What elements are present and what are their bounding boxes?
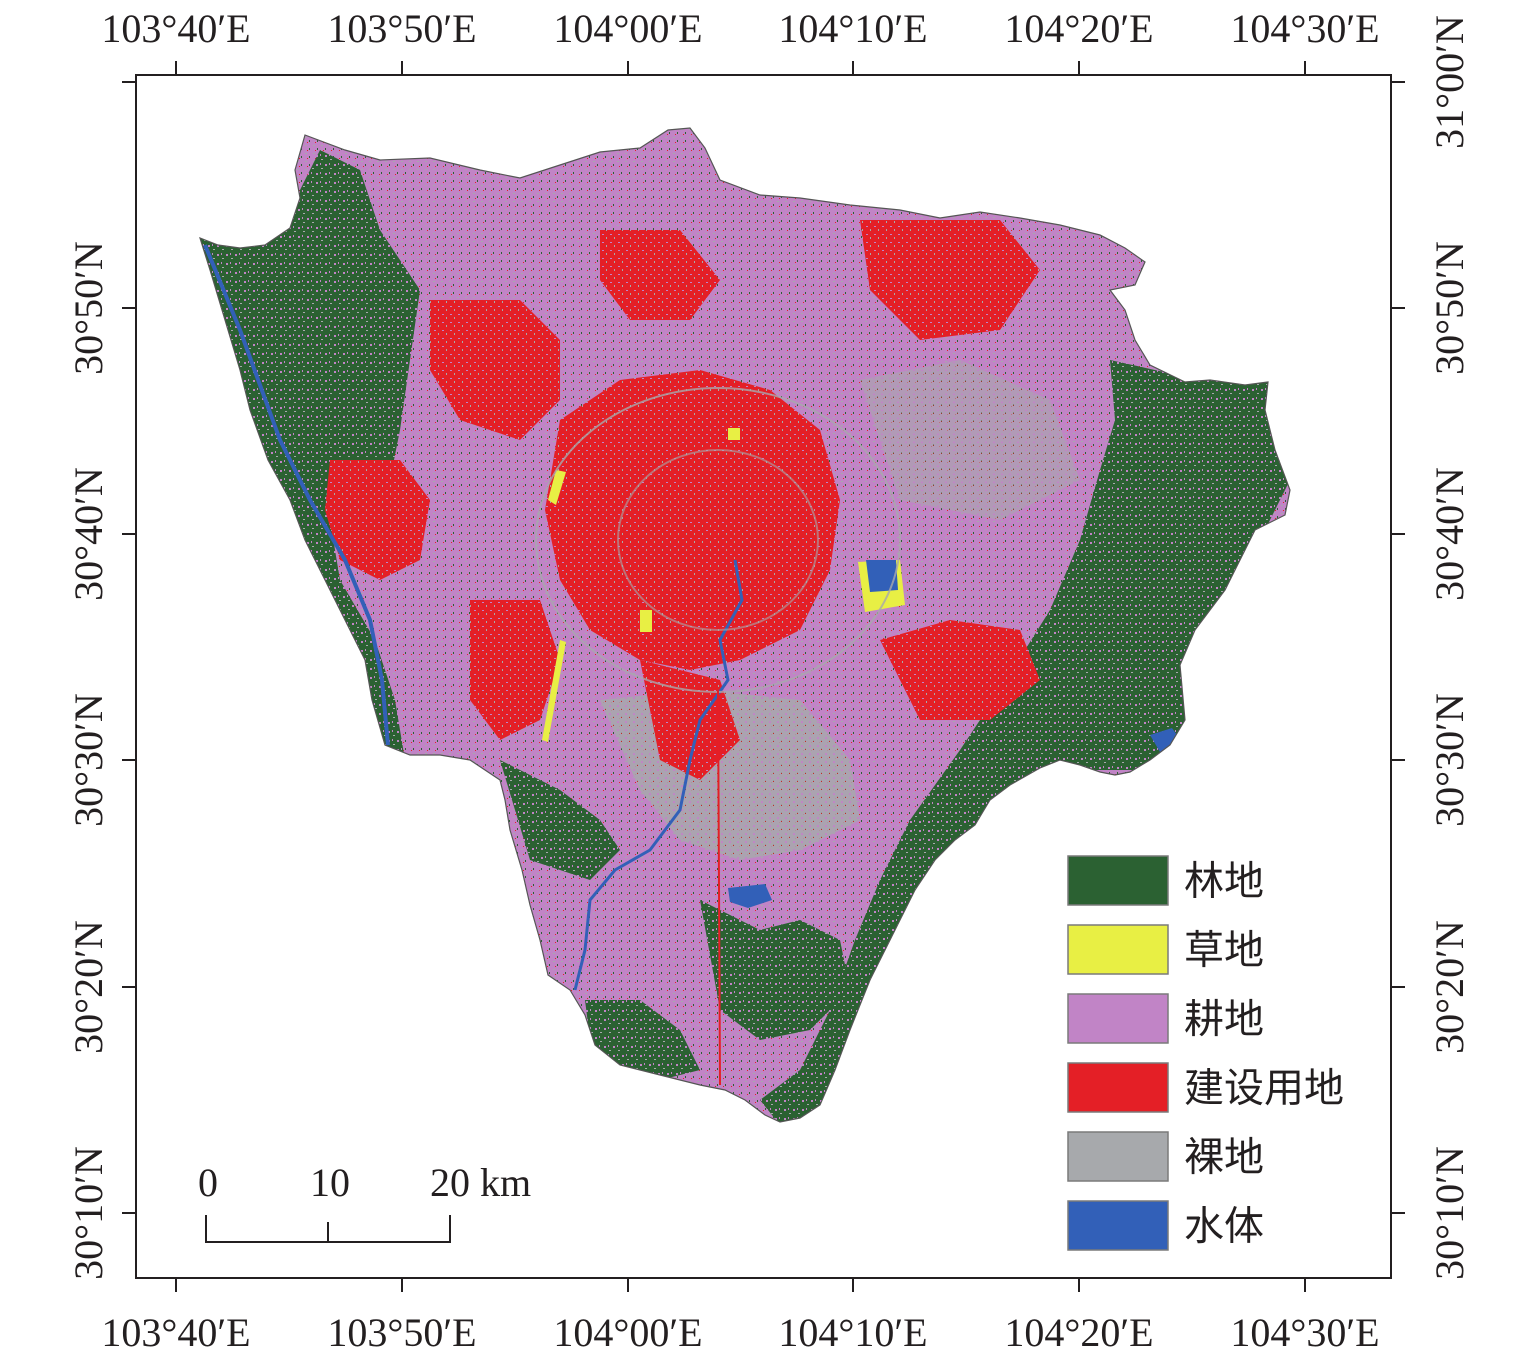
lat-label-left: 30°50′N [66,241,111,375]
scale-bar: 0 10 20 km [198,1160,531,1243]
lon-label-top: 104°30′E [1230,6,1379,51]
lat-label-left: 30°30′N [66,693,111,827]
graticule: 103°40′E 103°40′E 103°50′E 103°50′E 104°00′E… [66,6,1472,1355]
lon-label-bottom: 103°50′E [327,1310,476,1355]
river-west [203,244,390,746]
lon-label-top: 104°00′E [553,6,702,51]
legend-label: 水体 [1184,1204,1264,1250]
legend-swatch [1067,993,1169,1044]
lon-label-bottom: 103°40′E [101,1310,250,1355]
built-up-core [545,370,840,670]
legend-label: 裸地 [1184,1135,1264,1181]
built-up-southwest [470,600,560,740]
forest-south-center [700,900,850,1040]
lat-label-left: 30°10′N [66,1146,111,1280]
lat-label-right: 31°00′N [1427,15,1472,149]
lake-south [728,884,772,908]
legend-swatch [1067,1200,1169,1251]
legend-label: 草地 [1184,928,1264,974]
grassland-patch [542,640,566,742]
built-up-north [600,230,720,320]
legend-label: 林地 [1184,859,1264,905]
lon-label-top: 104°10′E [778,6,927,51]
built-up-east [880,620,1040,720]
reservoir-east [1150,728,1182,752]
scale-label-10: 10 [310,1160,350,1205]
lon-label-top: 103°40′E [101,6,250,51]
lat-label-left: 30°40′N [66,467,111,601]
grassland-patch [548,470,566,505]
legend-swatch [1067,855,1169,906]
scale-label-0: 0 [198,1160,218,1205]
ring-road-inner [617,449,819,631]
lon-label-bottom: 104°10′E [778,1310,927,1355]
lat-label-right: 30°20′N [1427,920,1472,1054]
legend-swatch [1067,1131,1169,1182]
legend-swatch [1067,1062,1169,1113]
river-city [573,559,744,991]
built-up-northwest [430,300,560,440]
forest-southwest [500,760,620,880]
lon-label-bottom: 104°30′E [1230,1310,1379,1355]
lat-label-left: 30°20′N [66,920,111,1054]
scale-label-20km: 20 km [430,1160,531,1205]
lon-label-top: 104°20′E [1004,6,1153,51]
legend-label: 建设用地 [1184,1066,1344,1112]
highway-south [717,689,721,1086]
built-up-south [640,660,740,780]
scale-bar-line [205,1215,451,1243]
grassland-patch [640,610,652,632]
legend-swatch [1067,924,1169,975]
grassland-patch [728,428,740,440]
lat-label-right: 30°10′N [1427,1146,1472,1280]
bare-land-north [860,360,1080,520]
lon-label-bottom: 104°00′E [553,1310,702,1355]
lat-label-right: 30°40′N [1427,467,1472,601]
built-up-west [325,460,430,580]
lat-label-right: 30°30′N [1427,693,1472,827]
lake-east [866,560,898,592]
forest-west [200,150,420,770]
built-up-northeast [860,220,1040,340]
lat-label-right: 30°50′N [1427,241,1472,375]
study-area-outline [199,127,1291,1123]
lon-label-bottom: 104°20′E [1004,1310,1153,1355]
legend-label: 耕地 [1184,997,1264,1043]
lon-label-top: 103°50′E [327,6,476,51]
